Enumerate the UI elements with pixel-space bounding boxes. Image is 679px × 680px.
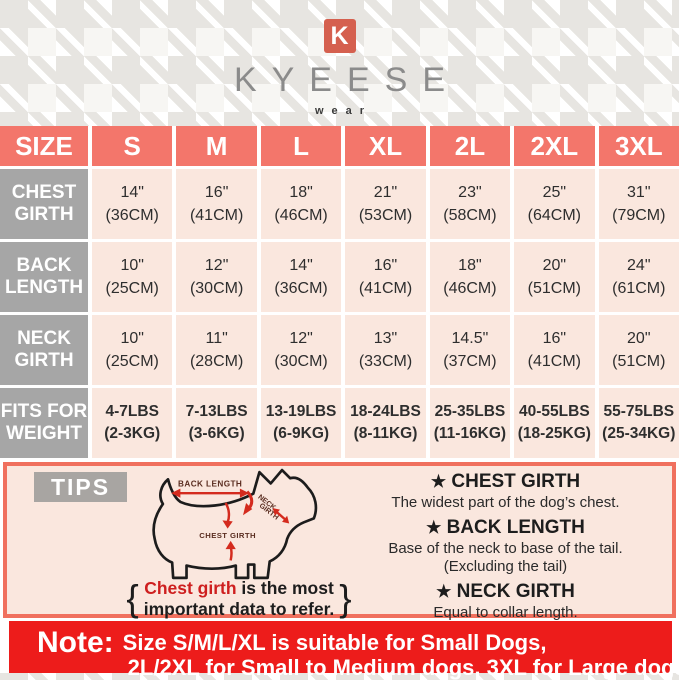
table-cell: 18-24LBS (8-11KG) (345, 388, 426, 458)
table-cell: 7-13LBS (3-6KG) (176, 388, 257, 458)
definition-back-length: ★ BACK LENGTH Base of the neck to base o… (388, 516, 623, 576)
dog-outline (152, 468, 318, 580)
callout-highlight: Chest girth (144, 578, 237, 598)
table-cell: 18" (46CM) (429, 242, 511, 312)
row-label-neck-girth: NECK GIRTH (0, 315, 88, 385)
table-cell: 31" (79CM) (598, 169, 679, 239)
table-cell: 14" (36CM) (260, 242, 342, 312)
definition-neck-girth: ★ NECK GIRTH Equal to collar length. (433, 581, 578, 622)
header-m: M (176, 126, 257, 166)
size-chart-content: SIZE S M L XL 2L 2XL 3XL CHEST GIRTH 14"… (0, 126, 679, 679)
measurement-definitions: ★ CHEST GIRTH The widest part of the dog… (345, 471, 666, 627)
arrowhead (225, 540, 236, 550)
note-text: Size S/M/L/XL is suitable for Small Dogs… (122, 630, 679, 680)
table-cell: 16" (41CM) (176, 169, 257, 239)
diagram-back-length-label: BACK LENGTH (178, 480, 242, 489)
table-cell: 13" (33CM) (345, 315, 426, 385)
header-l: L (260, 126, 342, 166)
table-cell: 24" (61CM) (598, 242, 679, 312)
note-label: Note: (37, 626, 114, 659)
neck-girth-arrow (276, 511, 286, 521)
table-cell: 23" (58CM) (429, 169, 511, 239)
star-icon: ★ (430, 472, 447, 491)
header-2xl: 2XL (514, 126, 595, 166)
table-cell: 18" (46CM) (260, 169, 342, 239)
table-cell: 13-19LBS (6-9KG) (260, 388, 342, 458)
note-bar: Note: Size S/M/L/XL is suitable for Smal… (9, 621, 679, 679)
header-s: S (92, 126, 173, 166)
tips-section: TIPS BACK LENGTH CHEST GIRTH NECK GIRTH … (3, 462, 676, 621)
table-cell: 21" (53CM) (345, 169, 426, 239)
table-cell: 16" (41CM) (345, 242, 426, 312)
arrowhead (239, 488, 250, 498)
brand-header: K KYEESE wear (0, 0, 679, 126)
brand-logo-icon: K (323, 19, 356, 53)
tips-badge: TIPS (34, 472, 127, 502)
table-cell: 10" (25CM) (92, 315, 173, 385)
header-3xl: 3XL (598, 126, 679, 166)
chest-girth-callout: { Chest girth is the most important data… (110, 578, 368, 619)
brand-name: KYEESE (233, 61, 461, 99)
table-cell: 16" (41CM) (514, 315, 595, 385)
table-cell: 4-7LBS (2-3KG) (92, 388, 173, 458)
close-brace: } (339, 578, 352, 620)
header-size: SIZE (0, 126, 88, 166)
definition-chest-girth: ★ CHEST GIRTH The widest part of the dog… (391, 471, 620, 511)
row-label-back-length: BACK LENGTH (0, 242, 88, 312)
arrowhead (222, 520, 233, 529)
row-label-chest-girth: CHEST GIRTH (0, 169, 88, 239)
brand-tagline: wear (314, 105, 373, 117)
header-xl: XL (345, 126, 426, 166)
size-table: SIZE S M L XL 2L 2XL 3XL CHEST GIRTH 14"… (0, 126, 679, 458)
arrowhead (272, 508, 280, 516)
table-cell: 20" (51CM) (514, 242, 595, 312)
table-cell: 40-55LBS (18-25KG) (514, 388, 595, 458)
chest-top-arrow (224, 502, 231, 523)
table-cell: 14.5" (37CM) (429, 315, 511, 385)
row-label-fits-for-weight: FITS FOR WEIGHT (0, 388, 88, 458)
table-cell: 11" (28CM) (176, 315, 257, 385)
table-cell: 25-35LBS (11-16KG) (429, 388, 511, 458)
arrowhead (243, 502, 253, 516)
logo-letter: K (330, 21, 349, 50)
table-cell: 25" (64CM) (514, 169, 595, 239)
table-cell: 10" (25CM) (92, 242, 173, 312)
arrowhead (171, 488, 181, 498)
star-icon: ★ (436, 582, 452, 602)
arrowhead (282, 515, 290, 524)
callout-text: Chest girth is the most important data t… (143, 578, 335, 619)
table-cell: 12" (30CM) (260, 315, 342, 385)
table-cell: 55-75LBS (25-34KG) (598, 388, 679, 458)
dog-measurement-diagram: BACK LENGTH CHEST GIRTH NECK GIRTH (152, 468, 318, 580)
table-cell: 14" (36CM) (92, 169, 173, 239)
table-cell: 12" (30CM) (176, 242, 257, 312)
header-2l: 2L (429, 126, 511, 166)
star-icon: ★ (426, 517, 442, 537)
open-brace: { (126, 578, 139, 620)
table-cell: 20" (51CM) (598, 315, 679, 385)
diagram-chest-girth-label: CHEST GIRTH (199, 531, 256, 540)
